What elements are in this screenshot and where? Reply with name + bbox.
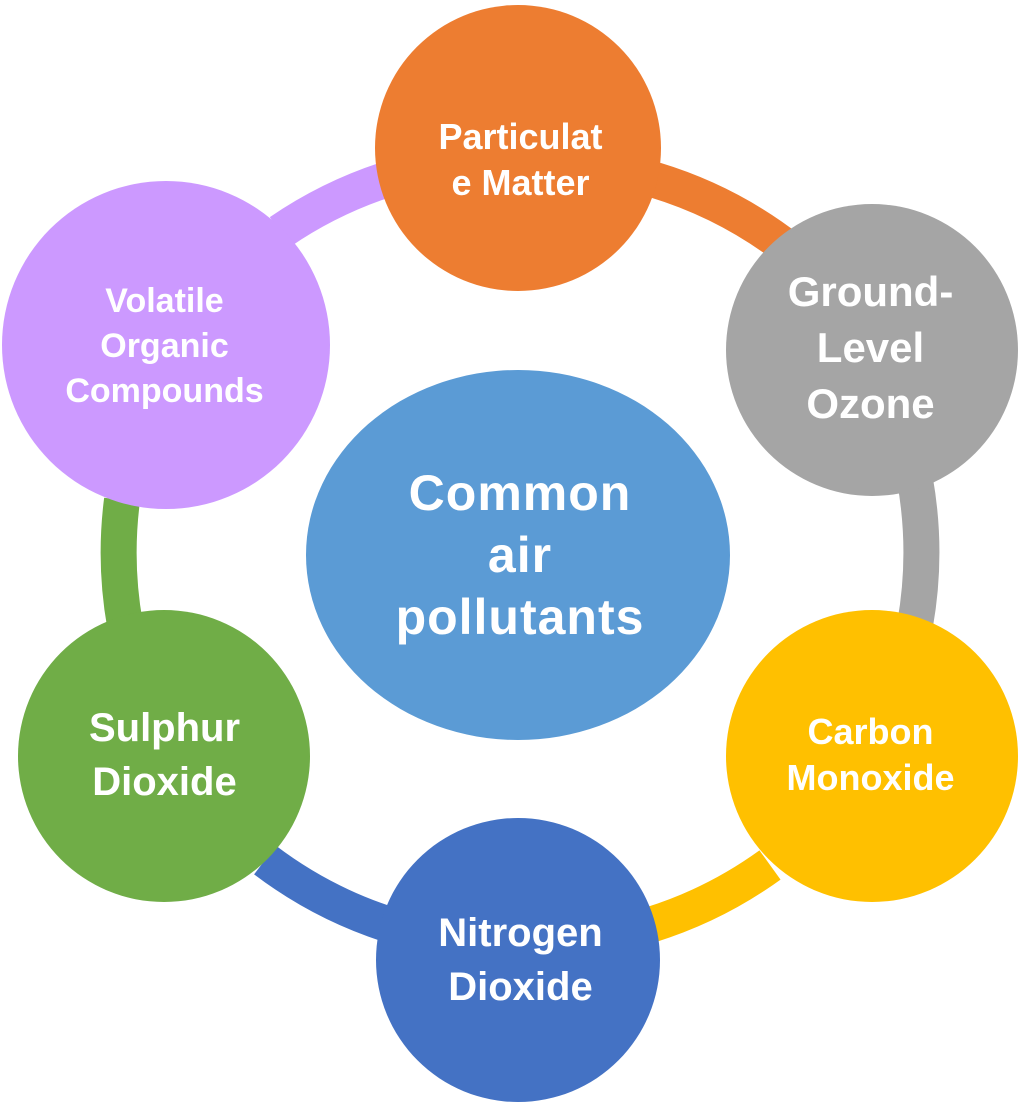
- node-label-ground-level-ozone: Ground- Level Ozone: [787, 268, 954, 427]
- node-circle-particulate-matter: [375, 5, 661, 291]
- center-ellipse: [306, 370, 730, 740]
- arc-ozone-co: [897, 476, 940, 629]
- node-label-nitrogen-dioxide: Nitrogen Dioxide: [438, 911, 603, 1009]
- arc-co-no2: [644, 850, 781, 943]
- node-circle-carbon-monoxide: [726, 610, 1018, 902]
- node-label-carbon-monoxide: Carbon Monoxide: [786, 711, 955, 798]
- node-label-sulphur-dioxide: Sulphur Dioxide: [88, 706, 241, 804]
- arc-pm-ozone: [649, 162, 802, 265]
- node-circle-sulphur-dioxide: [18, 610, 310, 902]
- node-circle-ground-level-ozone: [726, 204, 1018, 496]
- center-label: Common air pollutants: [395, 465, 645, 645]
- node-label-volatile-organic-compounds: Volatile Organic Compounds: [65, 281, 264, 410]
- node-circle-nitrogen-dioxide: [376, 818, 660, 1102]
- arc-voc-pm: [269, 162, 391, 247]
- arc-so2-voc: [100, 497, 143, 629]
- arc-no2-so2: [254, 845, 396, 943]
- node-circle-volatile-organic-compounds: [2, 181, 330, 509]
- node-label-particulate-matter: Particulat e Matter: [438, 116, 603, 203]
